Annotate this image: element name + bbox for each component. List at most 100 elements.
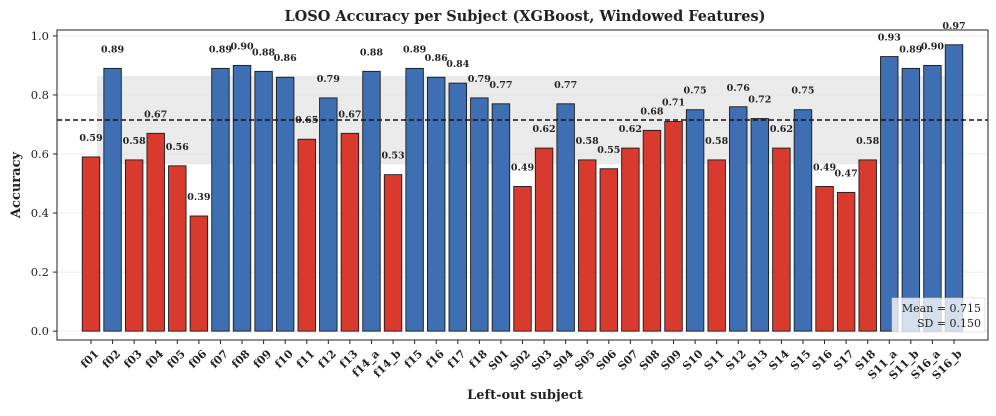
bar (297, 138, 316, 332)
bar (232, 64, 252, 332)
plot-frame (56, 29, 989, 341)
bar (513, 186, 532, 332)
bar-value-label: 0.58 (123, 136, 147, 147)
x-tick-label: S10 (680, 347, 706, 373)
bar (685, 109, 705, 332)
bar-value-label: 0.62 (770, 124, 793, 135)
bar (362, 70, 381, 332)
bar (944, 44, 964, 332)
bar-value-label: 0.53 (381, 151, 404, 162)
x-tick-label: S13 (745, 347, 771, 373)
x-tick-label: S04 (551, 347, 577, 373)
x-tick-label: f01 (78, 347, 101, 370)
bar (319, 97, 338, 332)
bar-value-label: 0.88 (360, 47, 384, 58)
y-tick-label: 0.2 (31, 265, 49, 279)
x-tick-label: S03 (529, 347, 555, 373)
bar-value-label: 0.58 (576, 136, 600, 147)
bar-value-label: 0.90 (921, 41, 945, 52)
x-tick-label: f11 (294, 347, 317, 370)
y-tick-label: 0.0 (31, 324, 49, 338)
bar (103, 67, 122, 332)
bar-value-label: 0.76 (727, 83, 751, 94)
x-tick-label: S02 (507, 347, 533, 373)
bar (275, 76, 295, 332)
stats-box-background (891, 297, 986, 333)
x-tick-label: S14 (766, 347, 792, 373)
bar-value-label: 0.93 (878, 33, 901, 44)
x-tick-label: f08 (229, 347, 253, 371)
bar (427, 76, 446, 332)
bar (340, 132, 360, 332)
bar (923, 64, 942, 332)
y-tick-label: 0.4 (31, 206, 49, 220)
x-tick-label: S06 (594, 347, 620, 373)
bar (448, 82, 467, 332)
x-tick-label: S15 (788, 347, 814, 373)
stats-sd-text: SD = 0.150 (917, 317, 981, 330)
bar-value-label: 0.88 (252, 47, 276, 58)
x-tick-label: f17 (445, 347, 468, 370)
bar (815, 186, 834, 332)
bar (599, 168, 618, 332)
bar-value-label: 0.59 (79, 133, 103, 144)
bar (556, 103, 575, 332)
bar-value-label: 0.72 (748, 95, 771, 106)
bar (664, 121, 683, 332)
bar-value-label: 0.84 (446, 59, 470, 70)
bar (793, 109, 813, 332)
x-tick-label: S16 (809, 347, 835, 373)
bar (621, 147, 640, 332)
bar-value-label: 0.79 (317, 74, 341, 85)
bar-value-label: 0.75 (791, 86, 814, 97)
x-tick-label: S08 (637, 347, 663, 373)
x-tick-label: f09 (251, 347, 274, 370)
bar (707, 159, 726, 332)
x-tick-label: f03 (121, 347, 144, 370)
x-tick-label: f04 (143, 347, 167, 371)
bar (405, 67, 424, 332)
bar-value-label: 0.39 (187, 192, 211, 203)
bar-value-label: 0.47 (835, 168, 858, 179)
bar-value-label: 0.77 (489, 80, 512, 91)
bar-value-label: 0.79 (468, 74, 492, 85)
bar (383, 174, 403, 332)
x-tick-label: f05 (164, 347, 187, 370)
x-tick-label: S12 (723, 347, 749, 373)
y-axis-label: Accuracy (9, 152, 24, 220)
bar-value-label: 0.62 (533, 124, 556, 135)
x-tick-label: f16 (423, 347, 447, 371)
bar (836, 191, 856, 332)
bar (642, 129, 662, 332)
bar-value-label: 0.49 (813, 162, 837, 173)
stats-box: Mean = 0.715 SD = 0.150 (891, 297, 986, 333)
y-tick-label: 1.0 (31, 29, 49, 43)
bar-value-label: 0.89 (209, 44, 233, 55)
bar-value-label: 0.58 (705, 136, 729, 147)
bar (470, 97, 489, 332)
bar-value-label: 0.56 (166, 142, 190, 153)
bar (750, 118, 770, 332)
x-tick-label: f12 (316, 347, 339, 370)
x-axis-label: Left-out subject (467, 388, 583, 403)
bar-value-label: 0.58 (856, 136, 880, 147)
bar-value-label: 0.49 (511, 162, 535, 173)
bar (81, 156, 101, 332)
bar-value-label: 0.68 (640, 106, 664, 117)
bar-value-label: 0.62 (619, 124, 642, 135)
bar (534, 147, 554, 332)
bar (211, 67, 230, 332)
x-tick-label: f10 (272, 347, 296, 371)
y-tick-label: 0.6 (31, 147, 49, 161)
bar (124, 159, 144, 332)
stats-mean-text: Mean = 0.715 (902, 302, 981, 315)
x-tick-label: S17 (831, 347, 857, 373)
bar (901, 67, 921, 332)
y-tick-label: 0.8 (31, 88, 49, 102)
x-tick-label: f15 (402, 347, 425, 370)
x-tick-label: f07 (208, 347, 231, 370)
bar (146, 132, 165, 332)
bar (491, 103, 511, 332)
bar-value-label: 0.77 (554, 80, 577, 91)
